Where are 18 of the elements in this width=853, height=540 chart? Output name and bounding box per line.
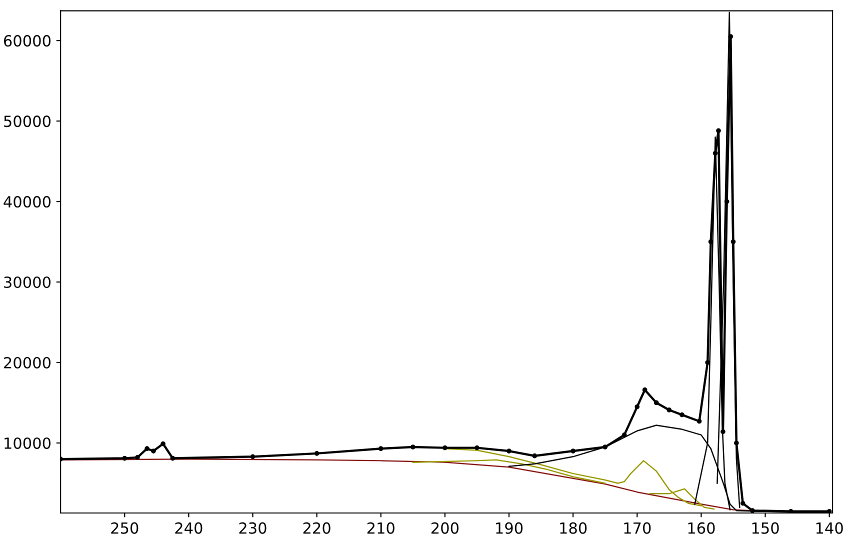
x-tick-label: 220 bbox=[303, 522, 330, 534]
x-tick-label: 150 bbox=[752, 522, 779, 534]
y-tick-label: 10000 bbox=[4, 437, 51, 450]
x-tick-label: 210 bbox=[367, 522, 394, 534]
y-tick-label: 40000 bbox=[4, 196, 51, 208]
x-tick-label: 190 bbox=[496, 522, 523, 534]
y-tick-label: 50000 bbox=[4, 116, 51, 128]
x-tick-label: 240 bbox=[175, 522, 202, 534]
x-tick-label: 230 bbox=[239, 522, 266, 534]
x-tick-label: 160 bbox=[688, 522, 715, 534]
x-tick-label: 180 bbox=[560, 522, 587, 534]
x-tick-label: 200 bbox=[431, 522, 459, 534]
y-tick-label: 20000 bbox=[4, 356, 51, 369]
y-tick-label: 30000 bbox=[4, 276, 51, 288]
x-tick-label: 250 bbox=[111, 522, 138, 534]
x-tick-label: 140 bbox=[816, 522, 843, 534]
y-tick-label: 60000 bbox=[4, 35, 51, 47]
x-tick-label: 170 bbox=[624, 522, 651, 534]
